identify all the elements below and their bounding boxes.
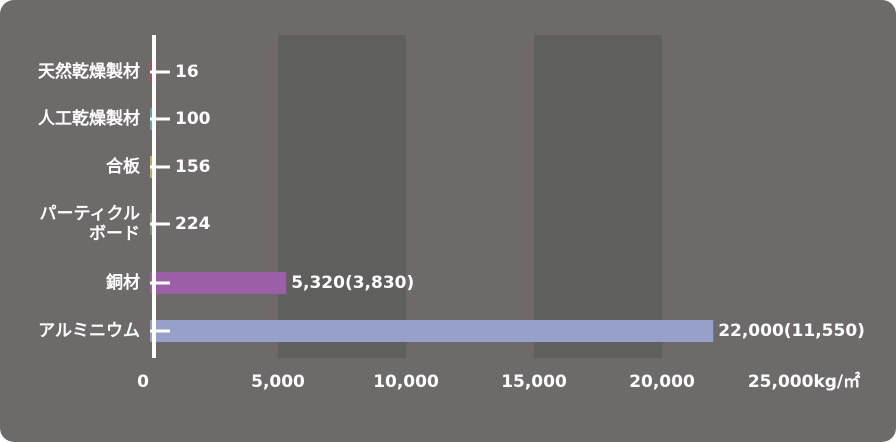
x-tick-label: 20,000	[629, 372, 695, 392]
value-label: 22,000(11,550)	[718, 321, 865, 341]
x-tick-label: 15,000	[501, 372, 567, 392]
value-label: 5,320(3,830)	[291, 273, 414, 293]
band	[278, 35, 406, 358]
value-label: 156	[175, 157, 211, 177]
band	[534, 35, 662, 358]
bar	[150, 272, 287, 294]
y-tick-label: アルミニウム	[38, 321, 140, 341]
x-tick-label: 0	[137, 372, 149, 392]
y-tick-label: 合板	[106, 156, 141, 177]
value-label: 100	[175, 109, 211, 129]
value-label: 224	[175, 214, 211, 234]
bar	[150, 320, 714, 342]
y-tick-label: パーティクルボード	[40, 204, 140, 244]
x-tick-label: 25,000kg/㎡	[748, 371, 860, 392]
value-label: 16	[175, 62, 199, 82]
x-tick-label: 10,000	[373, 372, 439, 392]
y-tick-label: 天然乾燥製材	[38, 61, 140, 82]
y-tick-label: 人工乾燥製材	[38, 108, 140, 129]
y-tick-label: 銅材	[106, 272, 140, 293]
x-tick-label: 5,000	[251, 372, 305, 392]
